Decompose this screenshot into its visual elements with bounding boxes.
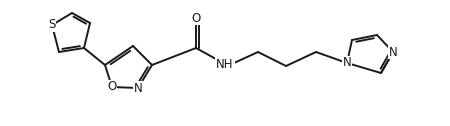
Text: NH: NH [216, 57, 234, 71]
Text: O: O [108, 81, 117, 93]
Text: N: N [342, 56, 351, 70]
Text: S: S [48, 19, 56, 32]
Text: N: N [134, 82, 142, 94]
Text: O: O [191, 11, 201, 24]
Text: N: N [389, 45, 397, 58]
